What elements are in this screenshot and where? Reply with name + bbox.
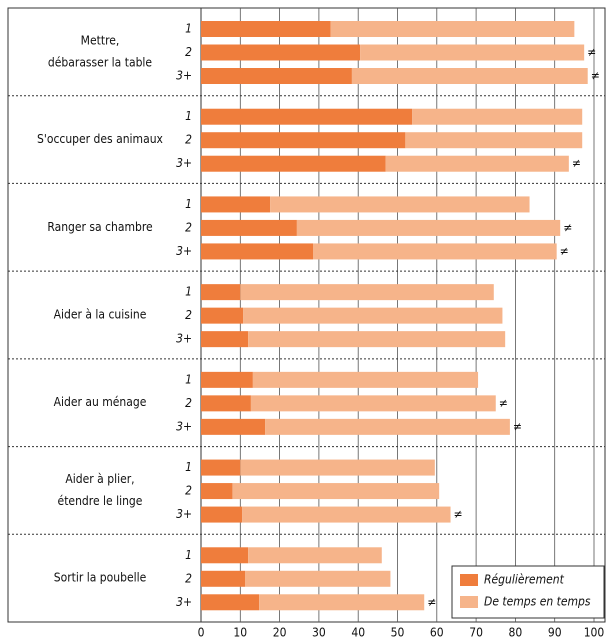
group-label: S'occuper des animaux [37, 132, 163, 146]
x-tick-label: 20 [273, 626, 287, 640]
significance-mark: ≠ [513, 419, 522, 433]
row-label: 3+ [176, 507, 192, 521]
x-tick-label: 100 [584, 626, 605, 640]
bar-segment [313, 243, 557, 260]
row-label: 3+ [176, 419, 192, 433]
row-label: 1 [185, 197, 192, 211]
bar-segment [201, 395, 251, 412]
significance-mark: ≠ [587, 45, 596, 59]
group-label: Sortir la poubelle [54, 571, 147, 585]
bar-segment [385, 155, 569, 172]
significance-mark: ≠ [563, 220, 572, 234]
bar-segment [232, 483, 440, 500]
bar-segment [248, 331, 506, 348]
row-label: 1 [185, 460, 192, 474]
row-label: 2 [185, 396, 192, 410]
x-tick-label: 70 [469, 626, 483, 640]
bar-segment [201, 196, 271, 213]
bar-segment [201, 483, 233, 500]
bar-segment [201, 44, 361, 61]
legend-swatch [460, 596, 478, 608]
significance-mark: ≠ [572, 156, 581, 170]
bar-segment [270, 196, 530, 213]
bar-segment [405, 132, 583, 149]
x-tick-label: 0 [198, 626, 205, 640]
group-label: étendre le linge [58, 494, 143, 508]
bar-segment [248, 547, 382, 564]
legend-label: De temps en temps [484, 595, 591, 609]
bar-segment [201, 331, 249, 348]
bar-segment [201, 219, 297, 236]
row-label: 2 [185, 571, 192, 585]
group-label: Aider au ménage [54, 395, 147, 409]
bar-segment [201, 418, 266, 435]
significance-mark: ≠ [560, 244, 569, 258]
bar-segment [201, 371, 253, 388]
row-label: 1 [185, 548, 192, 562]
bar-segment [201, 594, 260, 611]
row-label: 1 [185, 22, 192, 36]
significance-mark: ≠ [454, 507, 463, 521]
bar-segment [351, 68, 588, 84]
bar-segment [201, 506, 243, 523]
row-label: 3+ [176, 156, 192, 170]
bar-segment [201, 155, 386, 172]
row-label: 3+ [176, 595, 192, 609]
bar-segment [330, 21, 575, 37]
bar-segment [201, 132, 406, 149]
x-tick-label: 10 [233, 626, 247, 640]
row-label: 3+ [176, 244, 192, 258]
row-label: 3+ [176, 332, 192, 346]
bar-segment [201, 307, 244, 324]
x-tick-label: 90 [548, 626, 562, 640]
bar-segment [265, 418, 510, 435]
bar-segment [201, 284, 241, 301]
x-tick-label: 40 [351, 626, 365, 640]
bar-segment [243, 307, 503, 324]
bar-segment [201, 108, 413, 125]
significance-mark: ≠ [591, 69, 600, 83]
row-label: 2 [185, 484, 192, 498]
row-label: 1 [185, 109, 192, 123]
significance-mark: ≠ [427, 595, 436, 609]
bar-segment [201, 21, 331, 37]
bar-segment [240, 459, 435, 476]
bar-segment [245, 570, 391, 587]
legend-label: Régulièrement [484, 573, 565, 587]
x-tick-label: 60 [430, 626, 444, 640]
bar-segment [412, 108, 583, 125]
bar-segment [201, 547, 249, 564]
legend-swatch [460, 574, 478, 586]
group-label: Mettre, [81, 33, 120, 47]
legend: Régulièrement De temps en temps [451, 565, 605, 619]
row-label: 2 [185, 45, 192, 59]
bar-segment [201, 459, 241, 476]
group-label: Ranger sa chambre [47, 220, 153, 234]
row-label: 1 [185, 285, 192, 299]
bar-segment [242, 506, 451, 523]
bar-segment [201, 570, 246, 587]
x-tick-label: 80 [509, 626, 523, 640]
row-label: 2 [185, 308, 192, 322]
group-label: Aider à la cuisine [54, 308, 147, 322]
group-label: débarasser la table [48, 55, 153, 69]
bar-segment [296, 219, 561, 236]
frame [7, 7, 606, 623]
bar-segment [201, 68, 352, 84]
bar-segment [360, 44, 585, 61]
row-label: 3+ [176, 69, 192, 83]
bar-segment [252, 371, 479, 388]
group-label: Aider à plier, [65, 472, 134, 486]
bar-segment [250, 395, 496, 412]
significance-mark: ≠ [499, 396, 508, 410]
bar-segment [240, 284, 494, 301]
row-label: 2 [185, 133, 192, 147]
bar-segment [259, 594, 425, 611]
x-tick-label: 30 [312, 626, 326, 640]
row-label: 1 [185, 372, 192, 386]
x-tick-label: 50 [391, 626, 405, 640]
bar-segment [201, 243, 314, 260]
row-label: 2 [185, 220, 192, 234]
